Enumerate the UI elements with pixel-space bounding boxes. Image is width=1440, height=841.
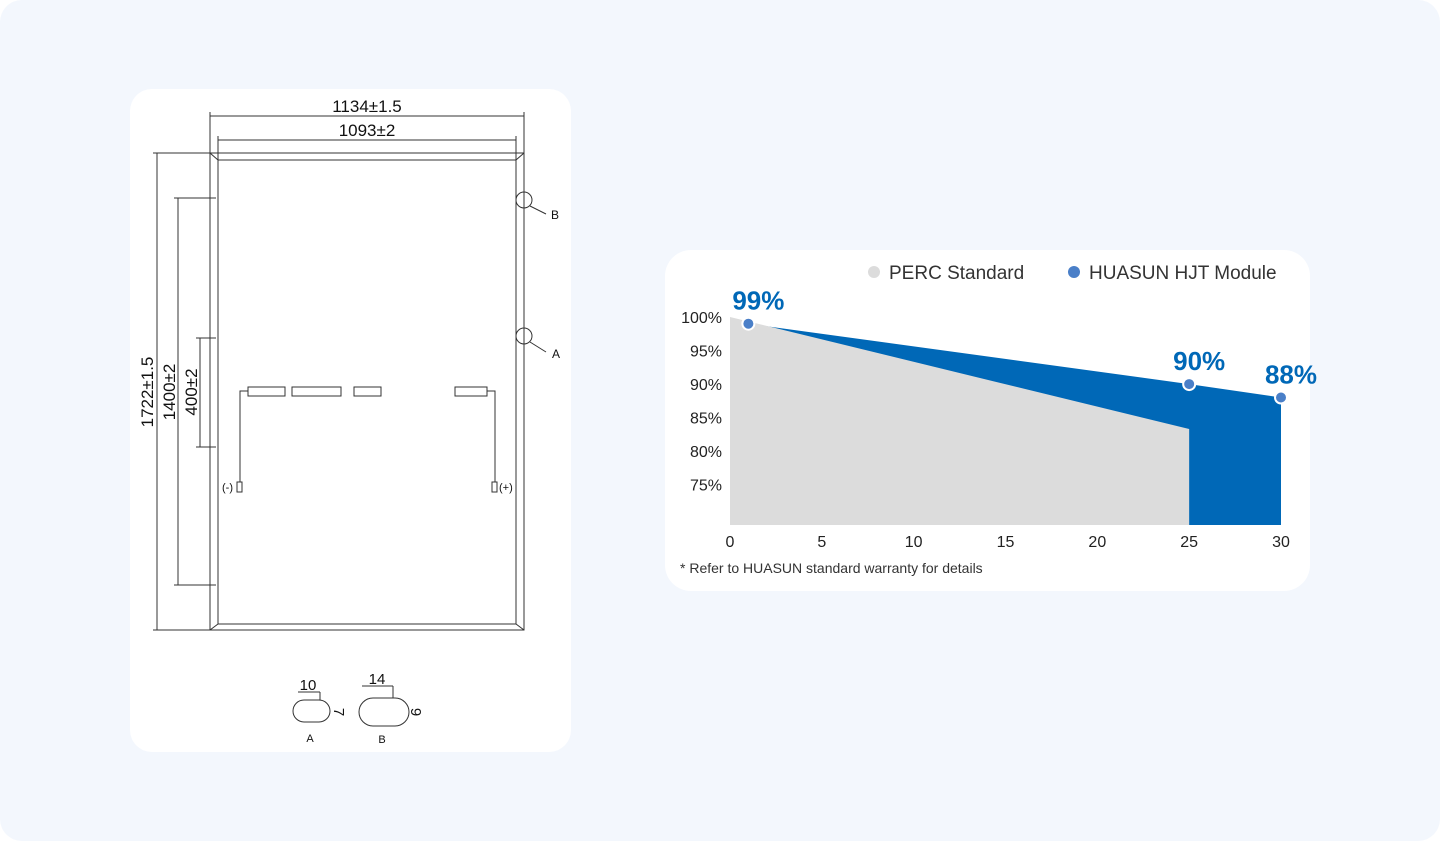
legend-label: HUASUN HJT Module [1089,263,1277,284]
marker [1274,390,1288,405]
x-tick-label: 25 [1180,534,1198,551]
footnote: * Refer to HUASUN standard warranty for … [680,560,983,576]
value-label: 88% [1265,360,1317,390]
marker [1182,377,1197,392]
x-tick-label: 5 [817,534,826,551]
value-label: 90% [1173,346,1225,376]
y-tick-label: 90% [690,377,722,394]
dim-label: 1400±2 [160,364,179,421]
y-tick-label: 100% [681,310,722,327]
dim-label: 10 [300,677,317,694]
hole-label: A [306,733,314,745]
y-tick-label: 80% [690,444,722,461]
detail-marker: A [552,347,560,361]
drawing-labels: 1134±1.5 1093±2 1722±1.5 1400±2 400±2 10… [138,97,424,716]
panel-drawing [153,112,547,727]
legend-dot [1068,266,1080,278]
x-tick-label: 0 [726,534,735,551]
x-tick-label: 30 [1272,534,1290,551]
marker [741,316,756,331]
hole-label: B [378,734,385,746]
dim-label: 1134±1.5 [332,97,402,116]
drawing-small-labels: B A (-) (+) A B [222,208,560,746]
y-tick-label: 75% [690,478,722,495]
x-tick-label: 10 [905,534,923,551]
y-tick-label: 95% [690,344,722,361]
dim-label: 7 [330,708,347,716]
polarity: (-) [222,482,233,494]
drawing-card [130,89,571,752]
x-tick-label: 20 [1088,534,1106,551]
polarity: (+) [499,482,513,494]
dim-label: 14 [369,671,386,688]
x-tick-label: 15 [997,534,1015,551]
value-label: 99% [732,286,784,316]
dim-label: 1722±1.5 [138,357,157,428]
legend-label: PERC Standard [889,263,1024,284]
area [730,317,1190,525]
legend-dot [868,266,880,278]
y-tick-label: 85% [690,411,722,428]
dim-label: 1093±2 [339,121,396,140]
detail-marker: B [551,208,559,222]
dim-label: 9 [407,708,424,716]
dim-label: 400±2 [182,368,201,415]
